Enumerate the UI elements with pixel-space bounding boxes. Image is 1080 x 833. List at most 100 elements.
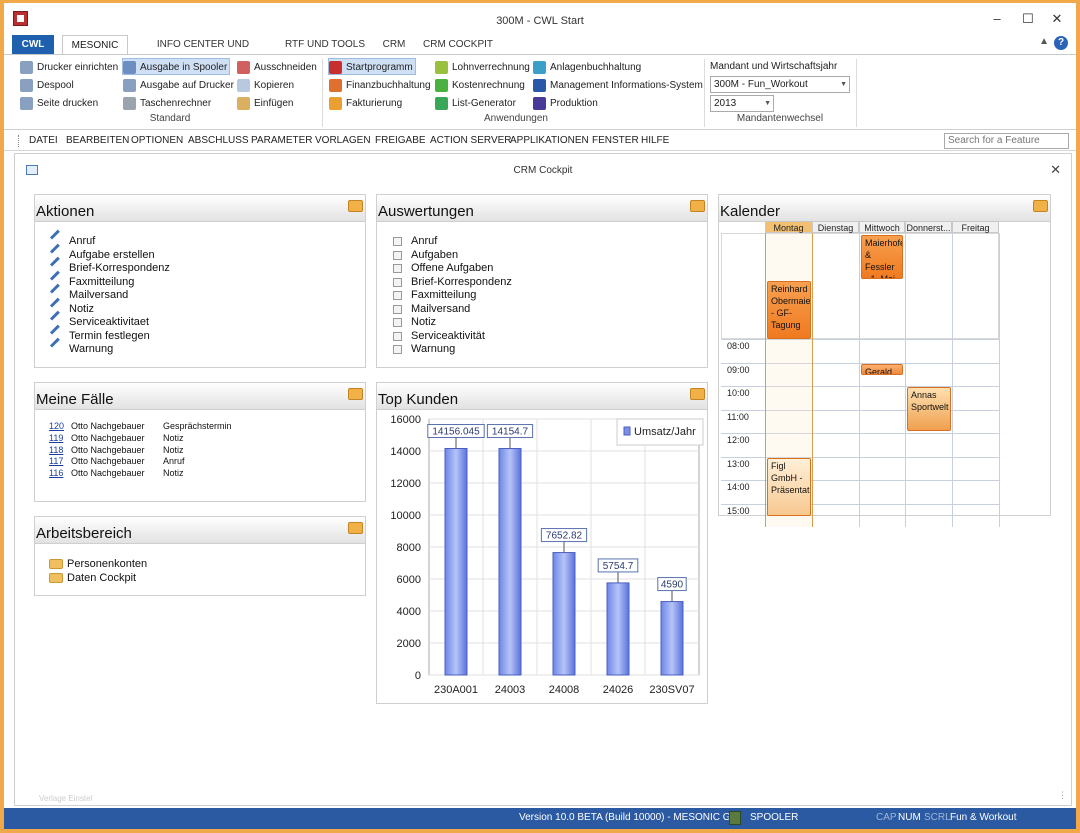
menu-applikationen[interactable]: APPLIKATIONEN [510,135,589,146]
menu-vorlagen[interactable]: VORLAGEN [315,135,371,146]
report-icon [393,304,402,314]
ausgabe-auf-drucker-button[interactable]: Ausgabe auf Drucker [123,77,234,94]
auswertung-item[interactable]: Anruf [393,235,437,247]
aktion-item[interactable]: Warnung [49,337,113,355]
menu-parameter[interactable]: PARAMETER [251,135,313,146]
drucker-einrichten-button[interactable]: Drucker einrichten [20,59,118,76]
case-id-link[interactable]: 118 [49,444,64,455]
tab-mesonic[interactable]: MESONIC [62,35,128,55]
case-id-link[interactable]: 119 [49,432,64,443]
case-row[interactable]: 118 Otto Nachgebauer Notiz [49,445,359,456]
kostenrechnung-icon [435,79,448,92]
case-id-link[interactable]: 116 [49,468,64,479]
case-id-link[interactable]: 120 [49,421,65,431]
case-row[interactable]: 120 Otto Nachgebauer Gesprächstermin [49,421,359,432]
folder-icon[interactable] [690,200,705,212]
menu-freigabe[interactable]: FREIGABE [375,135,426,146]
folder-icon[interactable] [1033,200,1048,212]
personenkonten-link[interactable]: Personenkonten [49,558,147,570]
minimize-icon[interactable]: – [993,11,1001,26]
bar[interactable] [444,448,468,676]
bar[interactable] [606,582,630,676]
despool-button[interactable]: Despool [20,77,74,94]
kostenrechnung-button[interactable]: Kostenrechnung [435,77,525,94]
calendar-event[interactable]: Maierhofer & Fessler - 1. Mai [861,235,903,279]
aktion-item[interactable]: Faxmitteilung [49,270,134,288]
x-tick-label: 24026 [603,684,634,696]
app-icon[interactable] [13,11,28,26]
auswertung-item[interactable]: Serviceaktivität [393,330,485,342]
aktion-item[interactable]: Brief-Korrespondenz [49,256,170,274]
daten-cockpit-link[interactable]: Daten Cockpit [49,572,136,584]
calendar-event[interactable]: Annas Sportwelt [907,387,951,431]
lohnverrechnung-button[interactable]: Lohnverrechnung [435,59,530,76]
auswertung-item[interactable]: Brief-Korrespondenz [393,276,512,288]
pencil-icon [49,229,60,240]
folder-icon[interactable] [348,522,363,534]
scissors-icon [237,61,250,74]
aktion-item[interactable]: Aufgabe erstellen [49,243,155,261]
tab-rtf-tools[interactable]: RTF UND TOOLS [284,39,365,50]
case-row[interactable]: 117 Otto Nachgebauer Anruf [49,456,359,467]
tab-crm[interactable]: CRM [382,39,406,50]
ausgabe-in-spooler-button[interactable]: Ausgabe in Spooler [122,58,231,75]
bar[interactable] [660,601,684,676]
menu-action-server[interactable]: ACTION SERVER [430,135,512,146]
ausschneiden-button[interactable]: Ausschneiden [237,59,317,76]
tab-crm-cockpit[interactable]: CRM COCKPIT [423,39,493,50]
menu-datei[interactable]: DATEI [29,135,58,146]
taschenrechner-button[interactable]: Taschenrechner [123,95,211,112]
collapse-ribbon-icon[interactable]: ▲ [1039,36,1049,47]
help-icon[interactable]: ? [1054,36,1068,50]
auswertung-item[interactable]: Notiz [393,316,436,328]
calendar-event[interactable]: Reinhard Obermaier - GF-Tagung [767,281,811,339]
case-id-link[interactable]: 117 [49,456,64,467]
case-row[interactable]: 116 Otto Nachgebauer Notiz [49,468,359,479]
close-cockpit-icon[interactable]: ✕ [1050,162,1061,177]
case-row[interactable]: 119 Otto Nachgebauer Notiz [49,433,359,444]
list-generator-button[interactable]: List-Generator [435,95,516,112]
company-select[interactable]: 300M - Fun_Workout ▼ [710,76,850,93]
feature-search-input[interactable]: Search for a Feature [944,133,1069,149]
aktion-item[interactable]: Termin festlegen [49,324,150,342]
menu-abschluss[interactable]: ABSCHLUSS [188,135,249,146]
bar[interactable] [498,448,522,676]
auswertung-item[interactable]: Faxmitteilung [393,289,476,301]
auswertung-item[interactable]: Warnung [393,343,455,355]
maximize-icon[interactable]: ☐ [1022,11,1034,26]
year-select[interactable]: 2013 ▼ [710,95,774,112]
calendar-event[interactable]: Gerald [861,363,903,375]
close-icon[interactable]: ✕ [1051,11,1063,26]
y-tick-label: 16000 [390,414,421,426]
auswertung-item[interactable]: Offene Aufgaben [393,262,493,274]
produktion-button[interactable]: Produktion [533,95,598,112]
aktion-item[interactable]: Mailversand [49,283,128,301]
fakturierung-button[interactable]: Fakturierung [329,95,402,112]
auswertung-item[interactable]: Mailversand [393,303,470,315]
folder-icon[interactable] [348,200,363,212]
menu-fenster[interactable]: FENSTER [592,135,639,146]
menu-optionen[interactable]: OPTIONEN [131,135,184,146]
tab-cwl[interactable]: CWL [12,35,54,55]
folder-icon[interactable] [348,388,363,400]
aktion-item[interactable]: Anruf [49,229,95,247]
aktion-item[interactable]: Serviceaktivitaet [49,310,149,328]
report-icon [393,331,402,341]
resize-grip-icon[interactable]: ⋮ [1058,790,1067,800]
startprogramm-button[interactable]: Startprogramm [328,58,416,75]
seite-drucken-button[interactable]: Seite drucken [20,95,98,112]
tab-info-center[interactable]: INFO CENTER UND MAKROS [156,39,250,70]
menu-bearbeiten[interactable]: BEARBEITEN [66,135,130,146]
finanzbuchhaltung-button[interactable]: Finanzbuchhaltung [329,77,431,94]
menu-hilfe[interactable]: HILFE [641,135,670,146]
management-informations-system-button[interactable]: Management Informations-System [533,77,703,94]
kopieren-button[interactable]: Kopieren [237,77,294,94]
calendar-event[interactable]: Figl GmbH - Präsentation [767,457,811,516]
bar[interactable] [552,552,576,676]
anlagenbuchhaltung-button[interactable]: Anlagenbuchhaltung [533,59,641,76]
auswertung-item[interactable]: Aufgaben [393,249,458,261]
einfuegen-button[interactable]: Einfügen [237,95,293,112]
case-contact: Otto Nachgebauer [71,456,145,467]
aktion-item[interactable]: Notiz [49,297,94,315]
folder-icon[interactable] [690,388,705,400]
